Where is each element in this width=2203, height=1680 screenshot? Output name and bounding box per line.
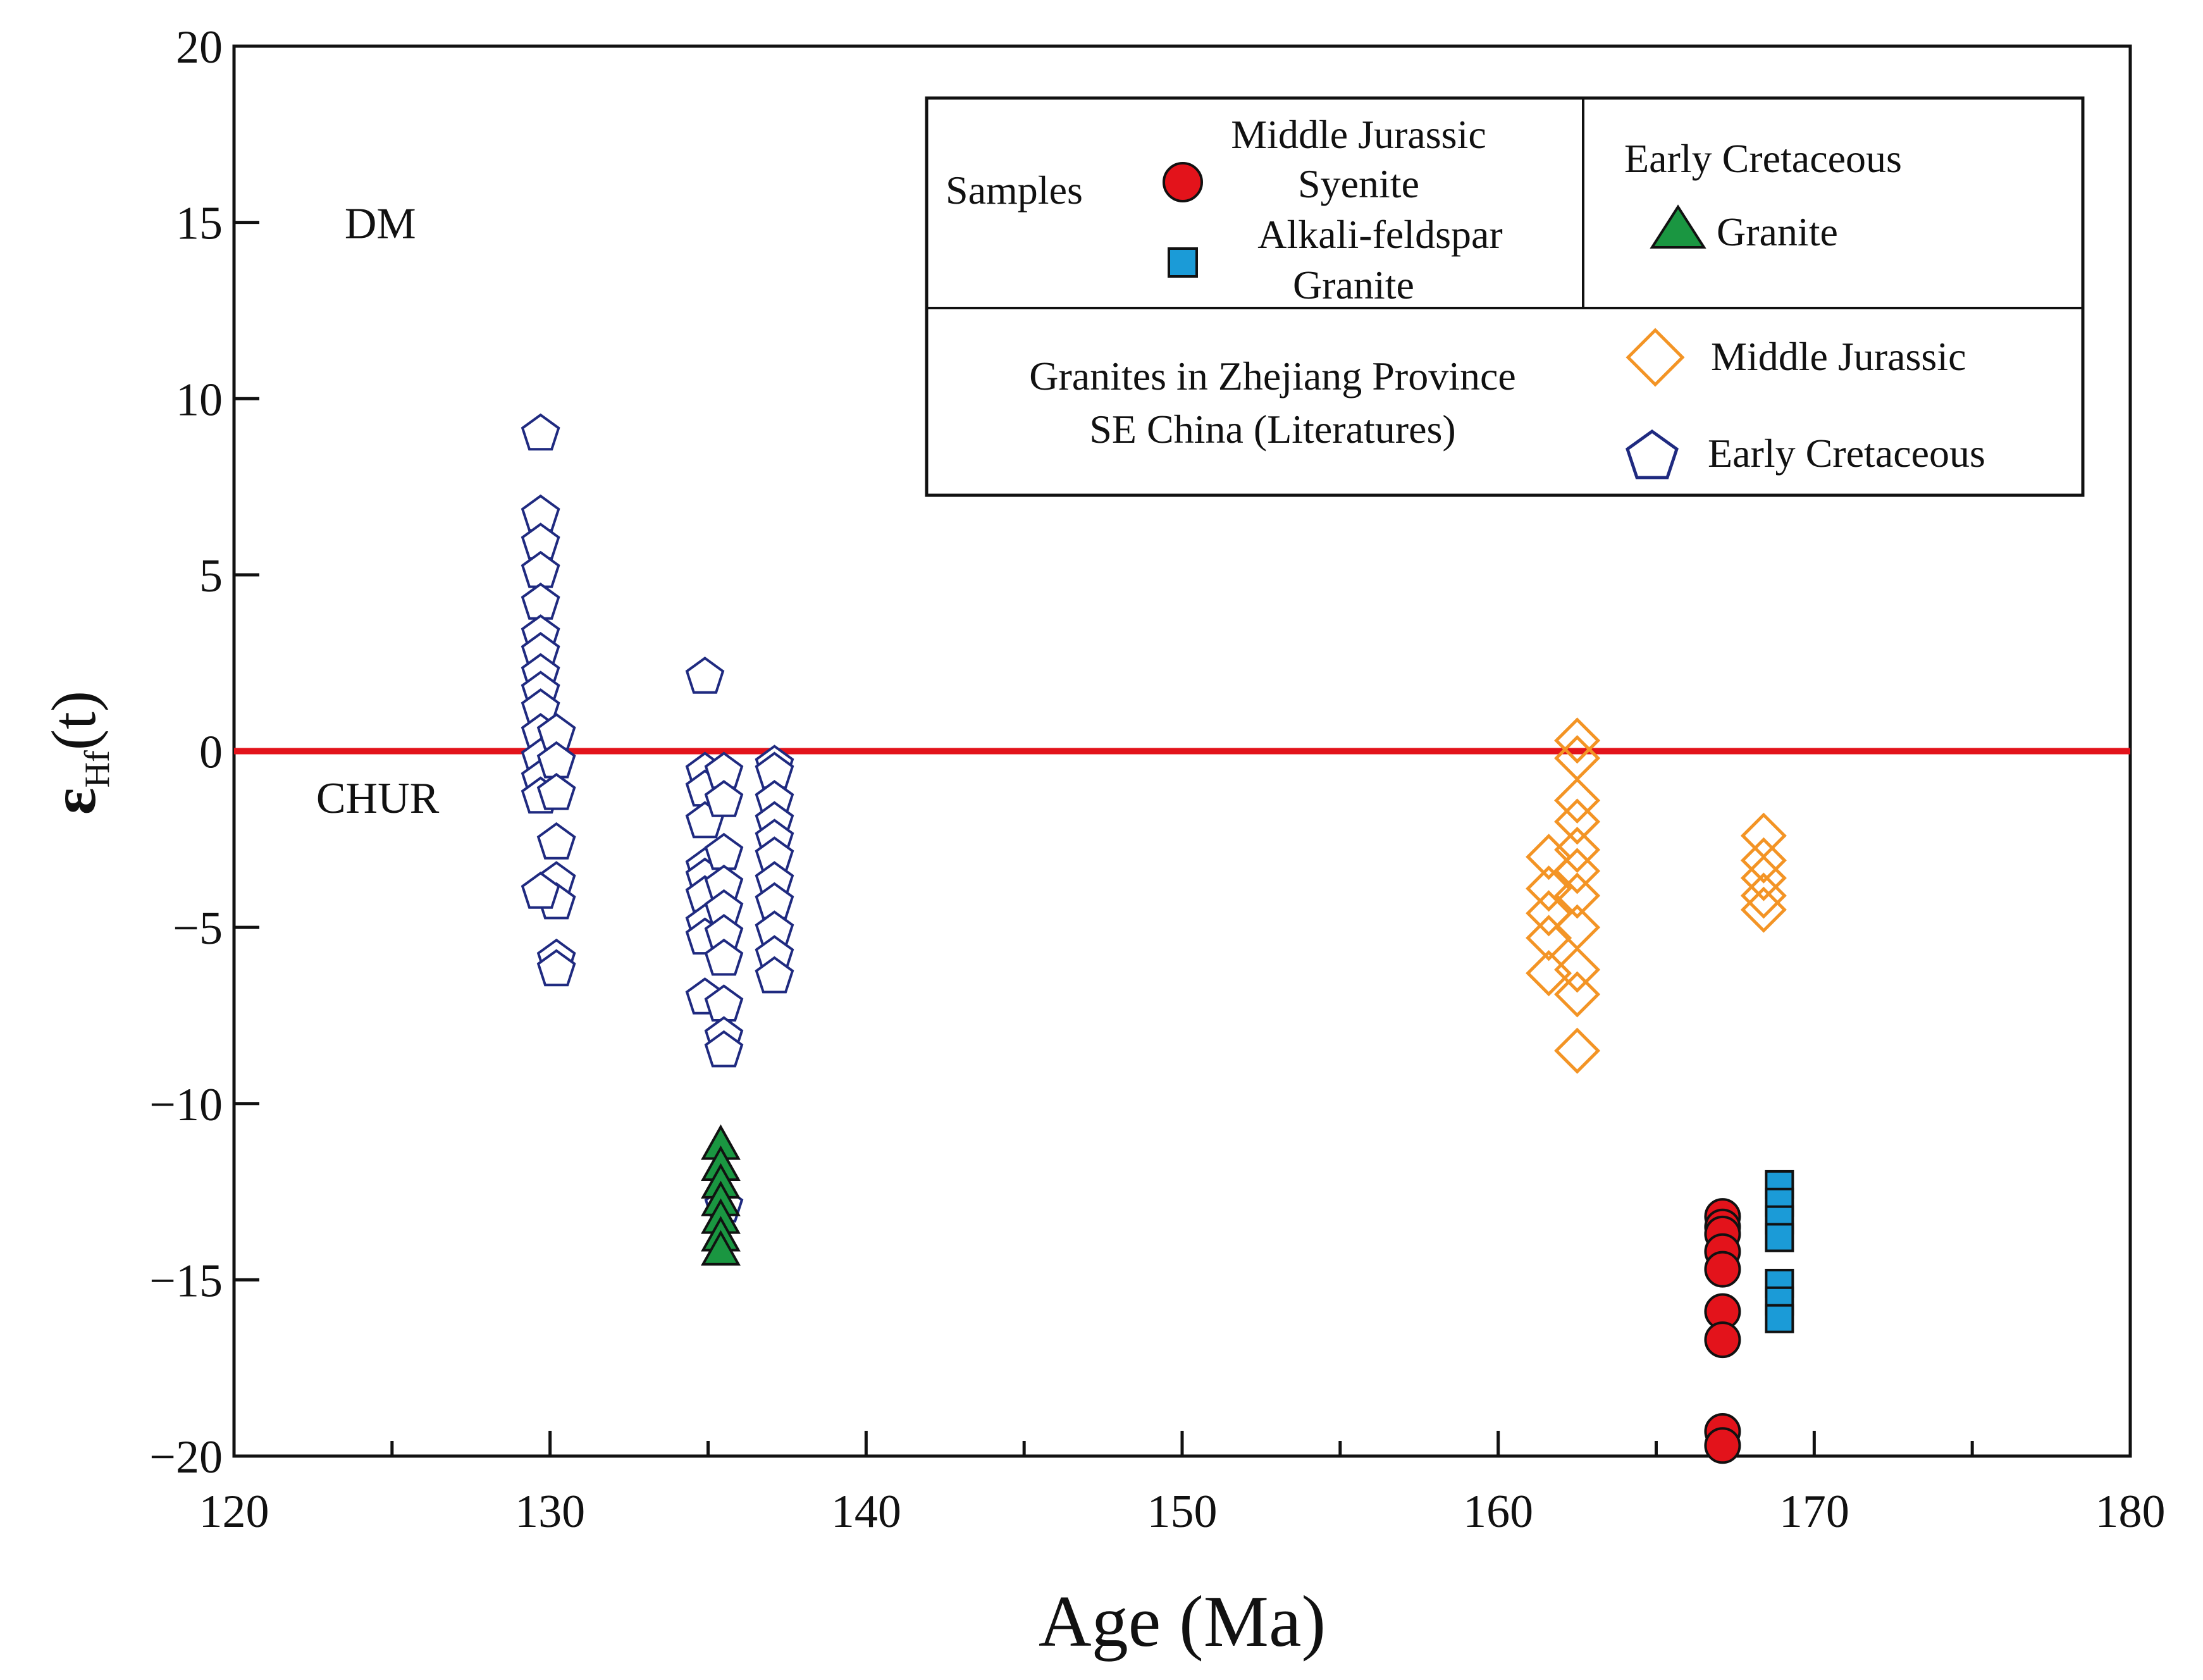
alkali-feldspar-granite-middle-jurassic-point bbox=[1765, 1223, 1794, 1252]
early-cretaceous-literatures-point bbox=[536, 949, 576, 987]
middle-jurassic-literatures-point bbox=[1740, 886, 1787, 933]
early-cretaceous-literatures-point bbox=[536, 772, 576, 810]
middle-jurassic-literatures-point bbox=[1554, 1027, 1601, 1074]
middle-jurassic-literatures-point bbox=[1740, 837, 1787, 884]
middle-jurassic-literatures-point bbox=[1554, 717, 1601, 764]
middle-jurassic-literatures-point bbox=[1554, 904, 1601, 951]
y-tick-label: −15 bbox=[149, 1255, 223, 1307]
early-cretaceous-literatures-point bbox=[704, 832, 744, 870]
early-cretaceous-literatures-point bbox=[685, 657, 725, 694]
alkali-feldspar-granite-middle-jurassic-point bbox=[1765, 1304, 1794, 1333]
x-tick-label: 140 bbox=[831, 1486, 901, 1538]
legend-lit-ec-label: Early Cretaceous bbox=[1708, 431, 1985, 476]
legend-ec-granite-label: Granite bbox=[1717, 209, 1838, 254]
legend-ec-title: Early Cretaceous bbox=[1624, 136, 1902, 181]
legend-lit-mj-label: Middle Jurassic bbox=[1711, 334, 1966, 379]
legend-lit-ec-marker bbox=[1626, 429, 1679, 479]
early-cretaceous-literatures-point bbox=[521, 583, 560, 620]
x-tick-label: 170 bbox=[1779, 1486, 1849, 1538]
legend: Samples Middle Jurassic Syenite Alkali-f… bbox=[925, 96, 2085, 497]
early-cretaceous-literatures-point bbox=[704, 938, 744, 976]
y-axis-title-main: ε bbox=[39, 788, 109, 815]
middle-jurassic-literatures-point bbox=[1526, 890, 1572, 937]
early-cretaceous-literatures-point bbox=[536, 822, 576, 860]
chur-region-label: CHUR bbox=[316, 774, 440, 823]
y-tick-label: −10 bbox=[149, 1079, 223, 1131]
y-axis-title: εHf(t) bbox=[39, 691, 117, 815]
data-points bbox=[521, 413, 1794, 1464]
x-tick-label: 180 bbox=[2095, 1486, 2166, 1538]
y-tick-label: 0 bbox=[199, 727, 223, 779]
y-tick-label: 10 bbox=[176, 374, 223, 426]
x-tick-label: 160 bbox=[1463, 1486, 1533, 1538]
legend-afg-label-line2: Granite bbox=[1293, 262, 1414, 307]
syenite-middle-jurassic-point bbox=[1704, 1251, 1741, 1288]
legend-lit-mj-marker bbox=[1626, 328, 1685, 387]
x-tick-label: 120 bbox=[199, 1486, 269, 1538]
svg-text:εHf(t): εHf(t) bbox=[39, 691, 117, 815]
early-cretaceous-literatures-point bbox=[521, 871, 560, 909]
early-cretaceous-literatures-point bbox=[521, 413, 560, 451]
axis-ticks bbox=[232, 44, 2132, 1458]
early-cretaceous-literatures-point bbox=[704, 780, 744, 817]
middle-jurassic-literatures-point bbox=[1526, 834, 1572, 880]
legend-afg-label-line1: Alkali-feldspar bbox=[1257, 212, 1502, 257]
legend-frame bbox=[925, 96, 2085, 497]
middle-jurassic-literatures-point bbox=[1554, 735, 1601, 782]
early-cretaceous-literatures-point bbox=[755, 956, 794, 994]
y-axis-title-sub: Hf bbox=[78, 750, 117, 788]
middle-jurassic-literatures-point bbox=[1554, 777, 1601, 824]
y-tick-label: −5 bbox=[173, 903, 223, 954]
middle-jurassic-literatures-point bbox=[1554, 872, 1601, 919]
legend-mj-title: Middle Jurassic bbox=[1231, 112, 1486, 157]
y-tick-label: 5 bbox=[199, 550, 223, 602]
y-tick-label: 15 bbox=[176, 198, 223, 250]
y-axis-title-suffix: (t) bbox=[39, 691, 109, 750]
middle-jurassic-literatures-point bbox=[1554, 798, 1601, 845]
middle-jurassic-literatures-point bbox=[1554, 826, 1601, 874]
middle-jurassic-literatures-point bbox=[1526, 950, 1572, 997]
legend-syenite-label: Syenite bbox=[1298, 161, 1419, 206]
legend-literature-line1: Granites in Zhejiang Province bbox=[1029, 354, 1516, 398]
middle-jurassic-literatures-point bbox=[1526, 865, 1572, 912]
middle-jurassic-literatures-point bbox=[1554, 946, 1601, 993]
x-tick-label: 150 bbox=[1147, 1486, 1218, 1538]
middle-jurassic-literatures-point bbox=[1740, 855, 1787, 901]
legend-samples-label: Samples bbox=[946, 168, 1083, 213]
tick-labels: 120 130 140 150 160 170 180 20 15 10 5 0 −5 −10 −15 −20 bbox=[149, 22, 2165, 1538]
middle-jurassic-literatures-point bbox=[1740, 812, 1787, 859]
middle-jurassic-literatures-point bbox=[1554, 848, 1601, 894]
legend-ec-granite-marker bbox=[1650, 204, 1706, 249]
legend-afg-marker bbox=[1168, 247, 1198, 278]
x-tick-label: 130 bbox=[515, 1486, 585, 1538]
middle-jurassic-literatures-point bbox=[1740, 872, 1787, 919]
dm-region-label: DM bbox=[345, 200, 416, 249]
y-tick-label: 20 bbox=[176, 22, 223, 73]
x-axis-title: Age (Ma) bbox=[1039, 1581, 1326, 1662]
legend-syenite-marker bbox=[1163, 162, 1203, 202]
early-cretaceous-literatures-point bbox=[704, 1030, 744, 1068]
middle-jurassic-literatures-point bbox=[1526, 915, 1572, 961]
middle-jurassic-literatures-point bbox=[1554, 971, 1601, 1018]
granite-early-cretaceous-point bbox=[701, 1230, 741, 1266]
syenite-middle-jurassic-point bbox=[1704, 1321, 1741, 1359]
legend-literature-line2: SE China (Literatures) bbox=[1089, 407, 1455, 452]
syenite-middle-jurassic-point bbox=[1704, 1427, 1741, 1464]
y-tick-label: −20 bbox=[149, 1431, 223, 1483]
